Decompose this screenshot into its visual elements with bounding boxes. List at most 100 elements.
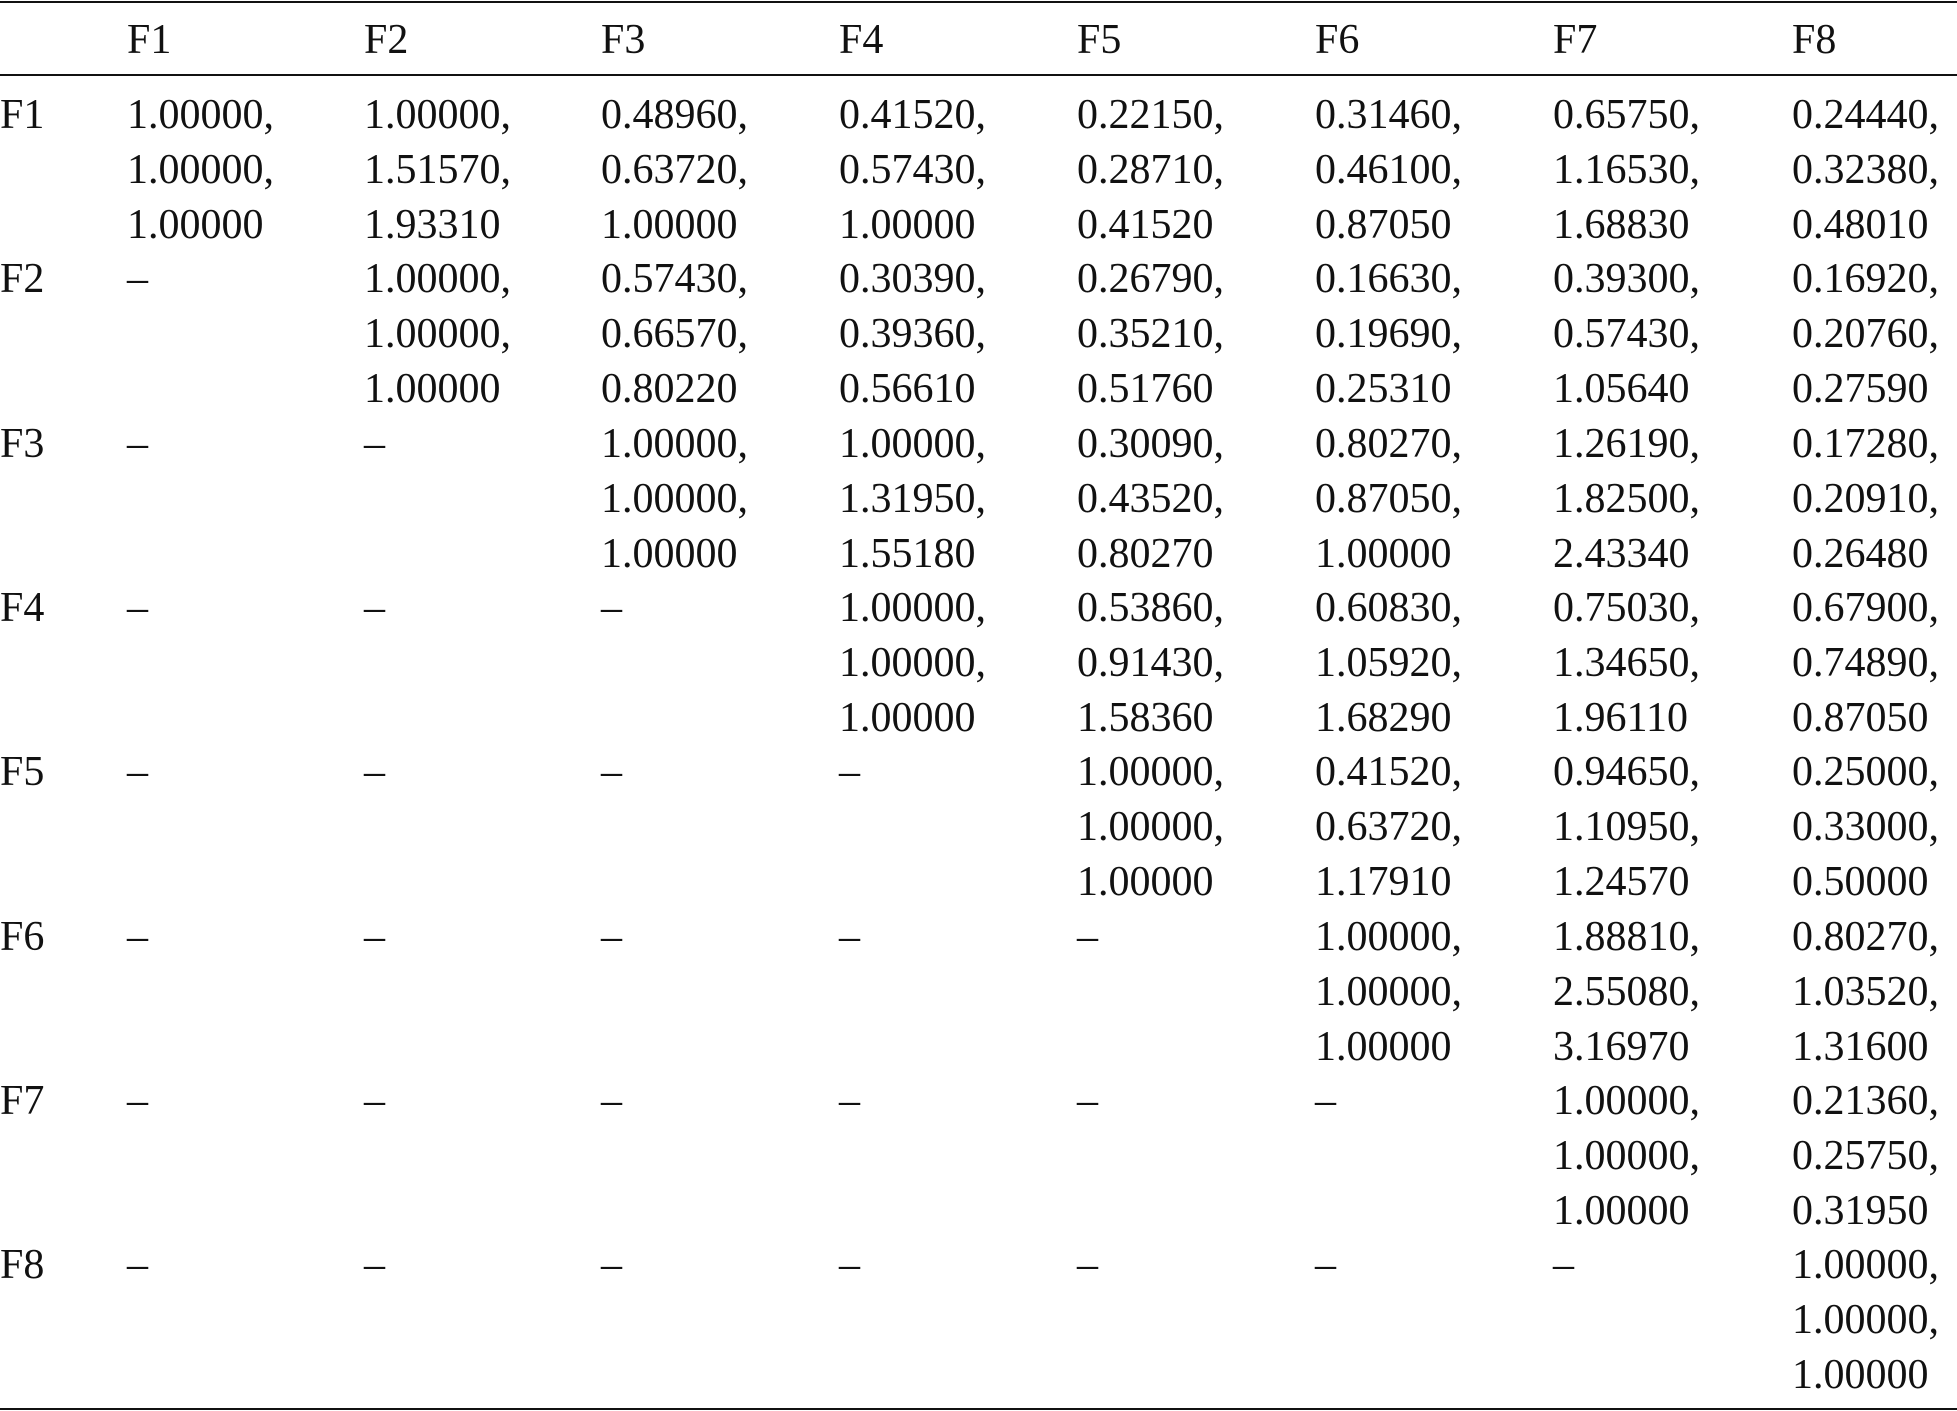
cell-text: 0.66570, [601, 311, 748, 358]
cell-text: 0.39360, [839, 311, 986, 358]
cell-text: 0.32380, [1792, 147, 1939, 193]
cell-text: 0.17280, [1792, 420, 1939, 467]
cell-text: 1.00000 [1792, 1352, 1929, 1399]
cell-text: 0.94650, [1553, 749, 1700, 796]
cell-text: 1.00000 [1553, 1187, 1690, 1234]
cell-text: – [364, 584, 385, 631]
cell-text: 1.00000, [1792, 1297, 1939, 1344]
cell-text: 1.00000, [1077, 804, 1224, 851]
cell-text: 0.41520 [1077, 202, 1214, 248]
cell-text: 0.80270, [1315, 420, 1462, 467]
cell-text: 1.82500, [1553, 475, 1700, 522]
cell-text: 0.50000 [1792, 859, 1929, 906]
cell-text: – [601, 749, 622, 796]
cell-text: 0.41520, [1315, 749, 1462, 796]
cell-text: – [1315, 1077, 1336, 1124]
cell-text: 1.05920, [1315, 639, 1462, 686]
cell-text: 0.43520, [1077, 475, 1224, 522]
bottom-rule [0, 1408, 1957, 1410]
row-header: F1 [0, 92, 45, 138]
cell-text: – [127, 584, 148, 631]
row-header: F7 [0, 1077, 45, 1124]
column-header: F6 [1315, 17, 1360, 63]
cell-text: 0.87050 [1792, 694, 1929, 741]
cell-text: – [364, 749, 385, 796]
cell-text: 1.34650, [1553, 639, 1700, 686]
cell-text: 1.00000 [839, 694, 976, 741]
cell-text: 1.51570, [364, 147, 511, 193]
cell-text: – [601, 1242, 622, 1289]
cell-text: 0.75030, [1553, 584, 1700, 631]
cell-text: 1.00000, [1792, 1242, 1939, 1289]
cell-text: 0.30390, [839, 256, 986, 303]
cell-text: – [364, 1077, 385, 1124]
cell-text: 0.91430, [1077, 639, 1224, 686]
column-header: F5 [1077, 17, 1122, 63]
cell-text: 0.56610 [839, 366, 976, 413]
cell-text: 0.87050, [1315, 475, 1462, 522]
cell-text: – [364, 1242, 385, 1289]
cell-text: – [127, 1077, 148, 1124]
cell-text: 1.00000, [364, 311, 511, 358]
cell-text: 0.20910, [1792, 475, 1939, 522]
cell-text: 0.25310 [1315, 366, 1452, 413]
row-header: F3 [0, 420, 45, 467]
column-header: F3 [601, 17, 646, 63]
top-rule [0, 1, 1957, 3]
cell-text: 1.55180 [839, 530, 976, 577]
cell-text: 0.60830, [1315, 584, 1462, 631]
cell-text: – [601, 913, 622, 960]
cell-text: – [364, 420, 385, 467]
cell-text: 0.31950 [1792, 1187, 1929, 1234]
cell-text: 1.00000 [1077, 859, 1214, 906]
cell-text: 0.65750, [1553, 92, 1700, 138]
cell-text: 0.80220 [601, 366, 738, 413]
column-header: F4 [839, 17, 884, 63]
row-header: F4 [0, 584, 45, 631]
cell-text: – [1077, 1242, 1098, 1289]
cell-text: 1.00000 [601, 530, 738, 577]
cell-text: 1.00000, [1315, 913, 1462, 960]
cell-text: – [839, 1242, 860, 1289]
cell-text: 0.57430, [1553, 311, 1700, 358]
cell-text: – [601, 584, 622, 631]
cell-text: 1.00000 [839, 202, 976, 248]
cell-text: 0.46100, [1315, 147, 1462, 193]
row-header: F6 [0, 913, 45, 960]
cell-text: – [1553, 1242, 1574, 1289]
cell-text: 0.25000, [1792, 749, 1939, 796]
cell-text: 1.00000, [601, 420, 748, 467]
cell-text: 0.87050 [1315, 202, 1452, 248]
cell-text: 0.51760 [1077, 366, 1214, 413]
cell-text: – [127, 1242, 148, 1289]
cell-text: 0.21360, [1792, 1077, 1939, 1124]
header-rule [0, 74, 1957, 76]
cell-text: 0.28710, [1077, 147, 1224, 193]
cell-text: 0.80270 [1077, 530, 1214, 577]
cell-text: 0.67900, [1792, 584, 1939, 631]
cell-text: 1.00000, [127, 92, 274, 138]
cell-text: 0.48010 [1792, 202, 1929, 248]
cell-text: 0.24440, [1792, 92, 1939, 138]
cell-text: 0.53860, [1077, 584, 1224, 631]
cell-text: 0.16920, [1792, 256, 1939, 303]
row-header: F5 [0, 749, 45, 796]
cell-text: 0.57430, [839, 147, 986, 193]
cell-text: 0.20760, [1792, 311, 1939, 358]
cell-text: 1.16530, [1553, 147, 1700, 193]
cell-text: 0.80270, [1792, 913, 1939, 960]
column-header: F2 [364, 17, 409, 63]
cell-text: 1.00000, [839, 420, 986, 467]
cell-text: 1.00000 [364, 366, 501, 413]
cell-text: – [1077, 913, 1098, 960]
cell-text: 2.55080, [1553, 968, 1700, 1015]
row-header: F2 [0, 256, 45, 303]
cell-text: 0.35210, [1077, 311, 1224, 358]
cell-text: – [127, 256, 148, 303]
cell-text: – [839, 749, 860, 796]
cell-text: 0.39300, [1553, 256, 1700, 303]
cell-text: 1.31600 [1792, 1023, 1929, 1070]
cell-text: 0.63720, [1315, 804, 1462, 851]
cell-text: 1.93310 [364, 202, 501, 248]
